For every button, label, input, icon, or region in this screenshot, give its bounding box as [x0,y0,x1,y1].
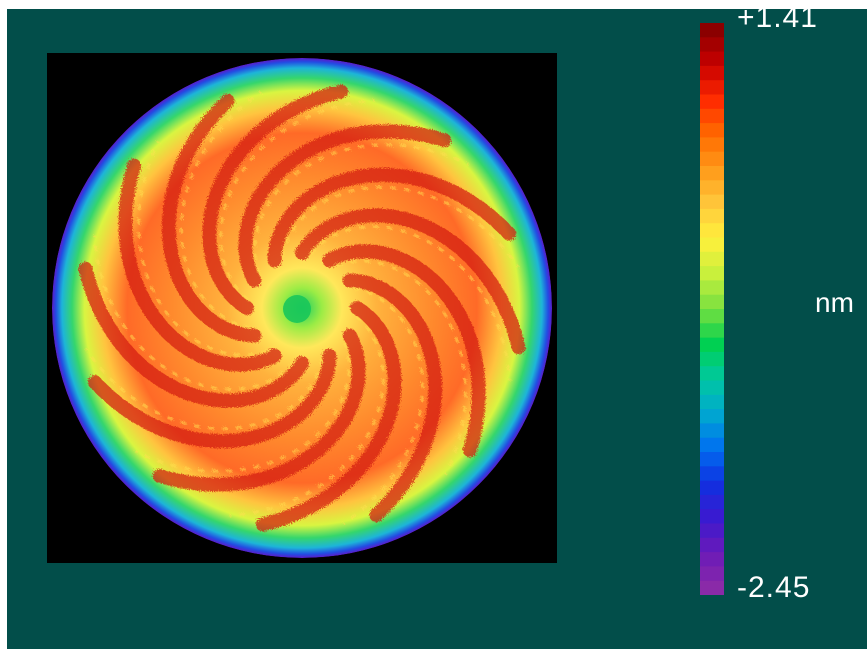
spiral-valley [179,90,262,330]
colorbar-band [700,23,724,38]
spiral-ridge [255,301,402,532]
colorbar [700,23,724,595]
spiral-ridge [78,261,309,408]
spiral-valley [309,225,512,381]
colorbar-band [700,37,724,53]
colorbar-band [700,480,724,496]
colorbar-band [700,108,724,124]
spiral-valley [253,143,470,274]
colorbar-band [700,223,724,239]
colorbar-band [700,351,724,367]
colorbar-band [700,509,724,525]
colorbar-band [700,394,724,410]
colorbar-band [700,494,724,510]
spiral-ridge [295,208,526,355]
colorbar-band [700,580,724,595]
colorbar-band [700,309,724,324]
colorbar-band [700,123,724,138]
spiral-ridge [161,93,262,343]
colorbar-band [700,537,724,553]
colorbar-band [700,237,724,253]
colorbar-band [700,294,724,310]
surface-map [47,53,557,563]
colorbar-band [700,180,724,196]
colorbar-band [700,194,724,210]
colorbar-band [700,323,724,339]
spiral-valley [280,185,520,268]
spiral-valley [84,348,324,431]
colorbar-min-label: -2.45 [737,571,811,604]
spiral-valley [137,140,268,357]
colorbar-max-label: +1.41 [737,1,818,34]
spiral-ridge [118,158,282,372]
colorbar-band [700,65,724,81]
colorbar-band [700,151,724,167]
spiral-ridge [152,328,366,492]
colorbar-band [700,380,724,396]
colorbar-band [700,166,724,181]
spiral-ridge [267,167,517,268]
unit-label: nm [815,287,854,318]
figure-panel [7,9,867,649]
spiral-valley [336,259,467,476]
spiral-valley [229,315,385,518]
colorbar-band [700,409,724,424]
colorbar-band [700,266,724,281]
colorbar-band [700,523,724,539]
spiral-valley [92,235,295,391]
colorbar-band [700,337,724,353]
spiral-ridge [342,273,443,523]
spiral-ridge [238,124,452,288]
colorbar-band [700,137,724,153]
spiral-valley [134,342,351,473]
colorbar-band [700,251,724,267]
spiral-ridge [322,244,486,458]
colorbar-band [700,51,724,67]
colorbar-band [700,423,724,439]
center-spot [283,295,311,323]
colorbar-band [700,466,724,482]
spiral-valley [342,286,425,526]
colorbar-band [700,366,724,382]
spiral-ridge [87,348,337,449]
spiral-ridge [202,84,349,315]
colorbar-band [700,80,724,96]
colorbar-band [700,452,724,467]
colorbar-band [700,94,724,110]
colorbar-band [700,208,724,224]
colorbar-scale [700,23,724,595]
surface-map-svg [52,58,552,558]
colorbar-band [700,437,724,453]
colorbar-band [700,566,724,582]
spiral-valley [219,98,375,301]
colorbar-band [700,280,724,296]
colorbar-band [700,552,724,567]
